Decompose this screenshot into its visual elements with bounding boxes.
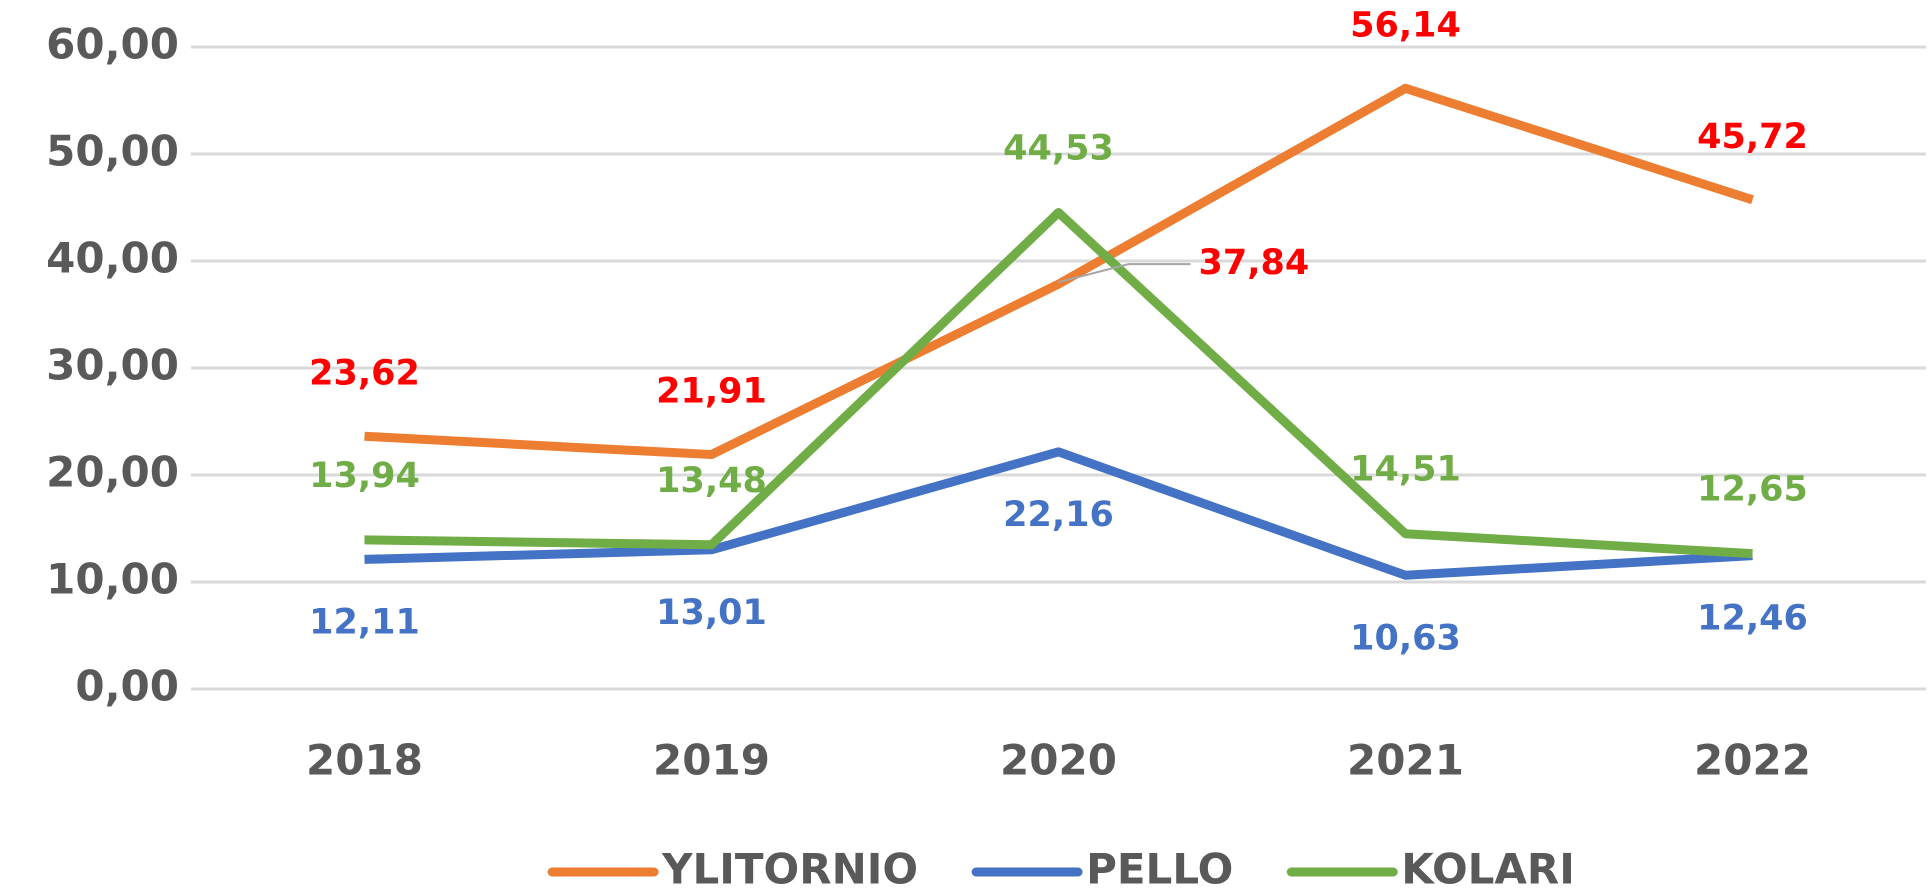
- data-label: 44,53: [1003, 129, 1114, 169]
- data-label: 12,46: [1697, 599, 1808, 639]
- data-label: 12,65: [1697, 470, 1808, 510]
- y-tick-label: 0,00: [75, 662, 179, 711]
- y-tick-label: 20,00: [46, 448, 179, 497]
- data-label: 13,48: [656, 461, 767, 501]
- data-label: 23,62: [309, 353, 420, 393]
- data-label: 45,72: [1697, 117, 1808, 157]
- data-label: 22,16: [1003, 495, 1114, 535]
- legend: YLITORNIO PELLO KOLARI: [547, 845, 1575, 894]
- series-line: [364, 447, 1753, 580]
- x-tick-label: 2022: [1694, 736, 1811, 785]
- x-tick-label: 2020: [1000, 736, 1117, 785]
- x-tick-label: 2018: [306, 736, 423, 785]
- y-tick-label: 60,00: [46, 20, 179, 69]
- x-tick-label: 2021: [1347, 736, 1464, 785]
- legend-label: YLITORNIO: [661, 845, 918, 894]
- data-label: 13,94: [309, 456, 420, 496]
- series-line: [364, 83, 1754, 460]
- legend-label: PELLO: [1086, 845, 1233, 894]
- y-tick-label: 30,00: [46, 341, 179, 390]
- legend-label: KOLARI: [1401, 845, 1575, 894]
- series-line: [364, 208, 1753, 559]
- data-label: 56,14: [1350, 5, 1461, 45]
- y-tick-label: 50,00: [46, 127, 179, 176]
- y-tick-label: 40,00: [46, 234, 179, 283]
- data-label: 37,84: [1199, 243, 1310, 283]
- data-label: 10,63: [1350, 618, 1461, 658]
- data-label: 14,51: [1350, 450, 1461, 490]
- leader-line: [1058, 263, 1191, 284]
- data-label: 21,91: [656, 372, 767, 412]
- data-label: 13,01: [656, 593, 767, 633]
- x-tick-label: 2019: [653, 736, 770, 785]
- data-label: 12,11: [309, 602, 420, 642]
- y-tick-label: 10,00: [46, 555, 179, 604]
